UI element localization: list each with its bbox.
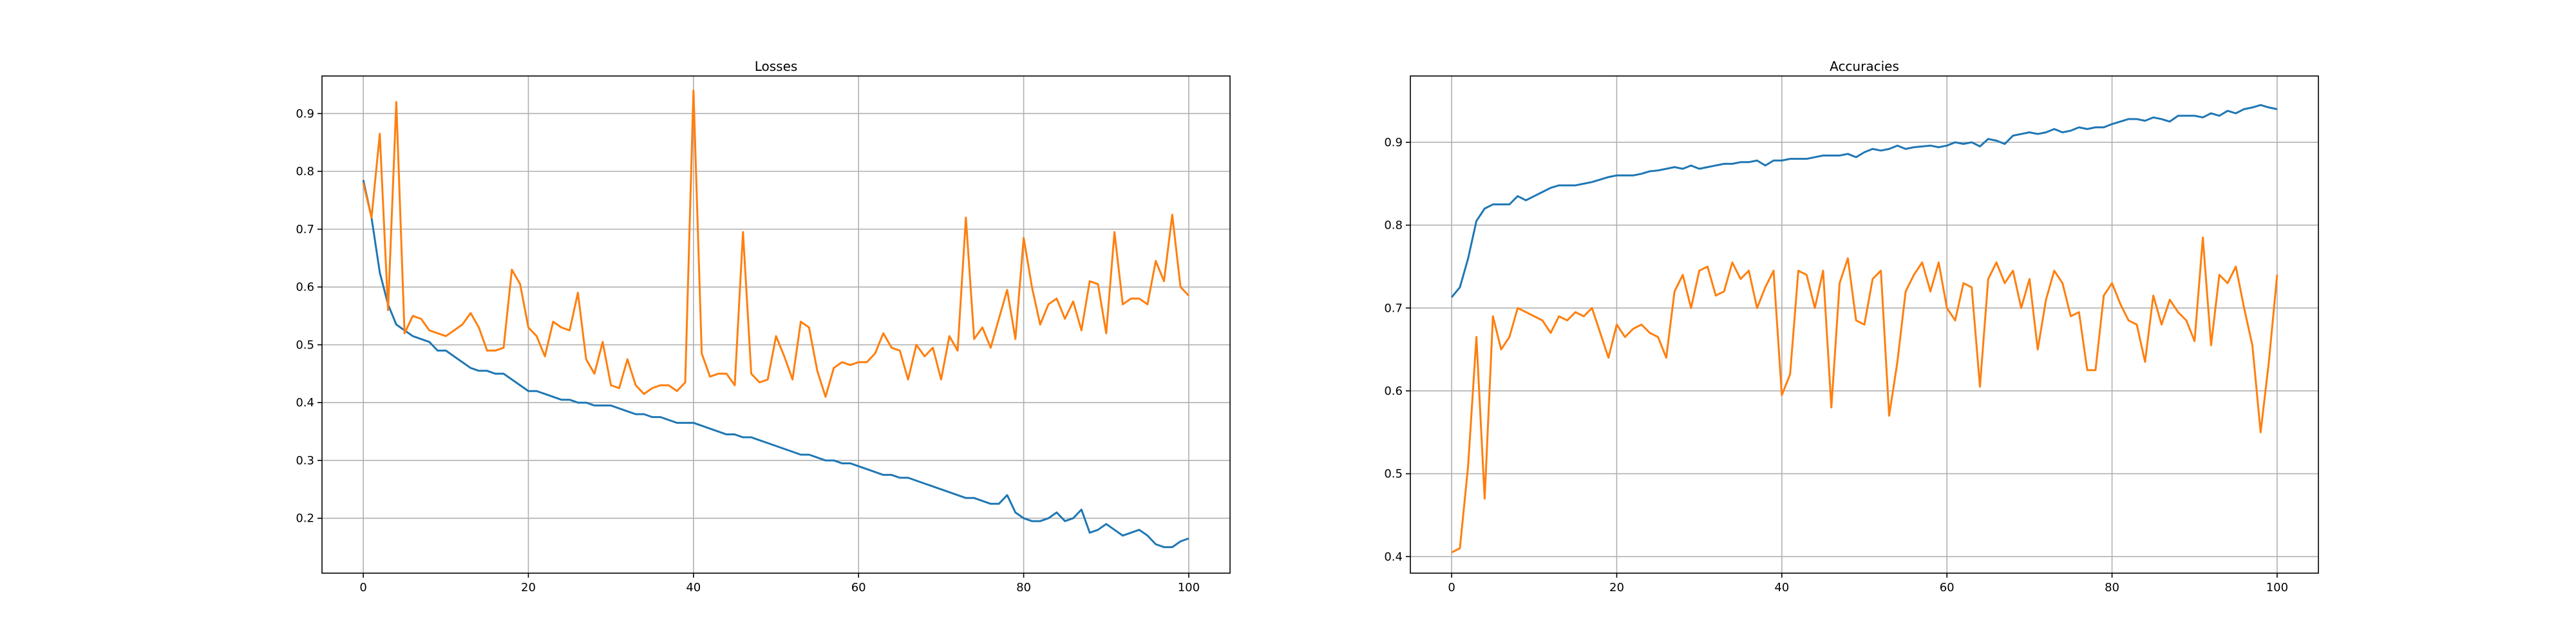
y-tick-label: 0.7: [1384, 301, 1403, 315]
axis-ticks: 0 20 40 60 80 100 0.4 0.5 0.6 0.7 0.8 0.9: [1384, 136, 2288, 594]
chart-title: Accuracies: [1830, 59, 1899, 74]
series-line-0: [1450, 104, 2278, 298]
y-tick-label: 0.7: [296, 223, 314, 236]
y-tick-label: 0.9: [296, 107, 314, 120]
losses-chart: Losses 0 20 40 60 80 100 0.2 0.3 0.4 0.5 0.6 0.7 0.8…: [296, 59, 1231, 594]
x-tick-label: 100: [2266, 581, 2288, 594]
x-tick-label: 0: [359, 581, 366, 594]
y-tick-label: 0.6: [1384, 384, 1403, 398]
series-line-1: [1451, 236, 2278, 554]
plot-area: [362, 89, 1189, 549]
axis-ticks: 0 20 40 60 80 100 0.2 0.3 0.4 0.5 0.6 0.7 0.8 0.9: [296, 107, 1200, 594]
y-tick-label: 0.2: [296, 512, 314, 526]
y-tick-label: 0.8: [1384, 219, 1403, 232]
x-tick-label: 80: [2105, 581, 2119, 594]
y-tick-label: 0.5: [1384, 468, 1403, 481]
x-tick-label: 40: [686, 581, 701, 594]
y-tick-label: 0.4: [296, 396, 314, 410]
plot-area: [1450, 104, 2278, 554]
y-tick-label: 0.3: [296, 454, 314, 468]
y-tick-label: 0.5: [296, 338, 314, 352]
x-tick-label: 100: [1178, 581, 1200, 594]
gridlines: [322, 76, 1230, 573]
y-tick-label: 0.8: [296, 165, 314, 178]
x-tick-label: 20: [521, 581, 536, 594]
y-tick-label: 0.4: [1384, 550, 1403, 564]
x-tick-label: 60: [1940, 581, 1955, 594]
axes-frame: [1410, 75, 2319, 574]
y-tick-label: 0.9: [1384, 136, 1403, 149]
x-tick-label: 60: [851, 581, 866, 594]
x-tick-label: 40: [1774, 581, 1789, 594]
accuracies-chart: Accuracies 0 20 40 60 80 100 0.4 0.5 0.6 0.7 0.8 0.…: [1384, 59, 2319, 594]
series-line-1: [362, 89, 1189, 398]
gridlines: [1410, 76, 2318, 573]
chart-title: Losses: [755, 59, 798, 74]
x-tick-label: 0: [1448, 581, 1455, 594]
y-tick-label: 0.6: [296, 281, 314, 294]
axes-frame: [321, 75, 1231, 574]
x-tick-label: 20: [1609, 581, 1624, 594]
x-tick-label: 80: [1016, 581, 1031, 594]
series-line-0: [362, 180, 1189, 549]
